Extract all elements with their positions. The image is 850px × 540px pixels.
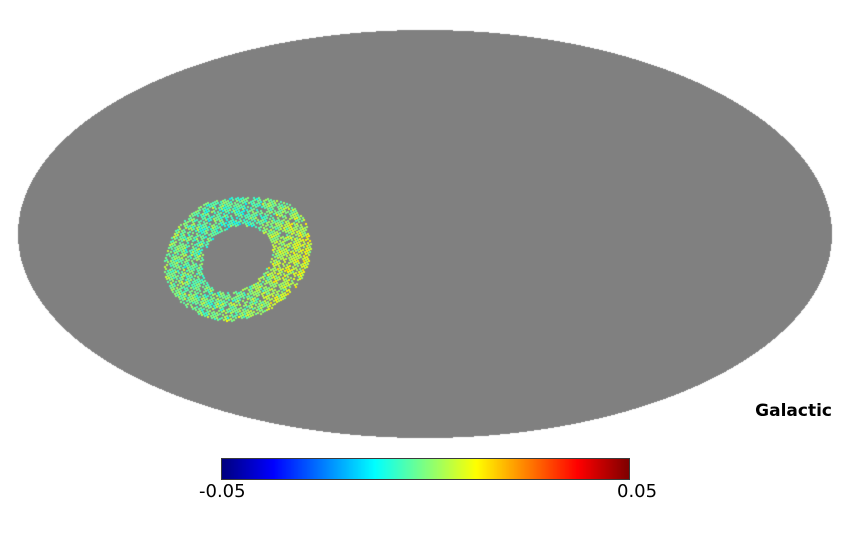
coordinate-system-label: Galactic — [755, 401, 832, 421]
sky-map-canvas — [0, 0, 850, 460]
colorbar-min-tick-label: -0.05 — [199, 481, 246, 502]
colorbar-gradient — [221, 458, 630, 480]
colorbar-max-tick-label: 0.05 — [617, 481, 658, 502]
colorbar — [221, 458, 630, 480]
